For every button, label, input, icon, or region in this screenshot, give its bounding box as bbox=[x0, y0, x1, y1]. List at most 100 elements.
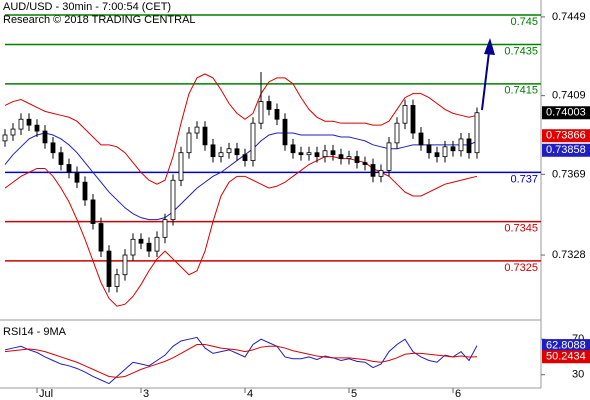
rsi-tick-label: 30 bbox=[572, 369, 584, 381]
candle-body bbox=[218, 152, 224, 158]
candle-body bbox=[130, 238, 136, 256]
level-label: 0.7345 bbox=[504, 222, 538, 234]
forecast-arrow bbox=[481, 38, 495, 111]
candle-body bbox=[58, 152, 64, 165]
candle-body bbox=[154, 236, 160, 252]
y-tick-label: 0.7328 bbox=[552, 249, 586, 261]
candle-body bbox=[122, 254, 128, 276]
arrow-shaft bbox=[481, 51, 490, 111]
candle-body bbox=[434, 152, 440, 158]
candle-body bbox=[234, 148, 240, 156]
candle-body bbox=[170, 179, 176, 221]
rsi-line bbox=[4, 344, 478, 378]
candle-body bbox=[34, 124, 40, 132]
candle-body bbox=[378, 170, 384, 177]
chart-subtitle: Research © 2018 TRADING CENTRAL bbox=[3, 14, 196, 26]
candle-body bbox=[298, 152, 304, 156]
plot: 0.74490.74090.73690.73287030Jul34560.745… bbox=[2, 11, 590, 400]
candle-body bbox=[394, 122, 400, 144]
candle-body bbox=[354, 156, 360, 163]
candle-body bbox=[90, 199, 96, 224]
candle-body bbox=[210, 144, 216, 158]
ma-box-label: 0.73858 bbox=[546, 144, 586, 156]
candle-body bbox=[226, 148, 232, 154]
candle-body bbox=[10, 128, 16, 136]
candle-body bbox=[82, 181, 88, 201]
candle-body bbox=[402, 105, 408, 124]
candle-body bbox=[362, 162, 368, 165]
x-tick-label: 4 bbox=[247, 388, 253, 400]
rsi-box bbox=[542, 350, 590, 364]
y-tick-label: 0.7409 bbox=[552, 90, 586, 102]
candle-body bbox=[106, 250, 112, 287]
level-label: 0.737 bbox=[510, 173, 538, 185]
candle-body bbox=[282, 118, 288, 146]
candle-body bbox=[418, 132, 424, 146]
candle-body bbox=[194, 126, 200, 134]
chart-title: AUD/USD - 30min - 7:00:54 (CET) bbox=[3, 1, 171, 13]
candle-body bbox=[410, 105, 416, 134]
price-marker-box bbox=[542, 129, 590, 143]
last-price-box-label: 0.74003 bbox=[546, 107, 586, 119]
level-label: 0.7415 bbox=[504, 85, 538, 97]
candle-body bbox=[386, 142, 392, 171]
x-tick-label: 5 bbox=[351, 388, 357, 400]
candle-body bbox=[2, 134, 8, 142]
candle-body bbox=[242, 154, 248, 161]
candle-body bbox=[50, 142, 56, 154]
candle-body bbox=[114, 274, 120, 287]
candle-body bbox=[426, 144, 432, 154]
candle-body bbox=[162, 219, 168, 238]
bollinger-band bbox=[4, 156, 478, 307]
candle-body bbox=[290, 144, 296, 154]
candle-body bbox=[458, 138, 464, 152]
candle-body bbox=[138, 238, 144, 244]
candle-body bbox=[442, 146, 448, 158]
candle-body bbox=[26, 118, 32, 126]
candle-body bbox=[258, 101, 264, 124]
candle-body bbox=[74, 171, 80, 183]
level-label: 0.7325 bbox=[504, 262, 538, 274]
bollinger-band bbox=[4, 73, 478, 185]
rsi-box-label: 62.8088 bbox=[546, 339, 586, 351]
candle-body bbox=[474, 112, 480, 154]
level-label: 0.7435 bbox=[504, 45, 538, 57]
candle-body bbox=[338, 154, 344, 160]
y-tick-label: 0.7449 bbox=[552, 11, 586, 23]
candle-body bbox=[274, 109, 280, 120]
candle-body bbox=[466, 138, 472, 154]
rsi-box-label: 50.2434 bbox=[546, 351, 586, 363]
candle-body bbox=[322, 150, 328, 158]
candle-body bbox=[346, 156, 352, 160]
moving-average bbox=[4, 132, 478, 221]
level-label: 0.745 bbox=[510, 16, 538, 28]
candle-body bbox=[450, 146, 456, 152]
price-marker-box-label: 0.73866 bbox=[546, 130, 586, 142]
candle-body bbox=[306, 152, 312, 156]
candle-body bbox=[266, 101, 272, 110]
candle-body bbox=[146, 242, 152, 252]
x-tick-label: Jul bbox=[39, 388, 53, 400]
rsi-title: RSI14 - 9MA bbox=[3, 326, 67, 338]
candle-body bbox=[42, 130, 48, 144]
candle-body bbox=[186, 132, 192, 154]
arrow-head bbox=[484, 38, 495, 55]
candle-body bbox=[178, 152, 184, 181]
candle-body bbox=[330, 150, 336, 156]
rsi-line bbox=[4, 336, 478, 385]
candle-body bbox=[314, 152, 320, 158]
ma-box bbox=[542, 143, 590, 157]
rsi-box bbox=[542, 339, 590, 353]
x-tick-label: 3 bbox=[143, 388, 149, 400]
last-price-box bbox=[542, 106, 590, 120]
candle-body bbox=[202, 126, 208, 146]
y-tick-label: 0.7369 bbox=[552, 168, 586, 180]
candle-body bbox=[370, 164, 376, 177]
candle-body bbox=[66, 164, 72, 173]
candle-body bbox=[98, 223, 104, 252]
x-tick-label: 6 bbox=[455, 388, 461, 400]
candle-body bbox=[250, 122, 256, 161]
candle-body bbox=[18, 118, 24, 130]
